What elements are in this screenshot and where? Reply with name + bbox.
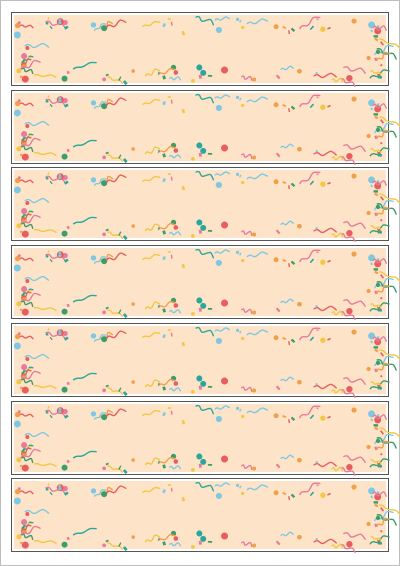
label <box>10 400 400 477</box>
label <box>10 11 400 88</box>
label <box>10 244 400 321</box>
label <box>10 477 400 554</box>
label <box>10 89 400 166</box>
label <box>10 322 400 399</box>
label <box>10 166 400 243</box>
